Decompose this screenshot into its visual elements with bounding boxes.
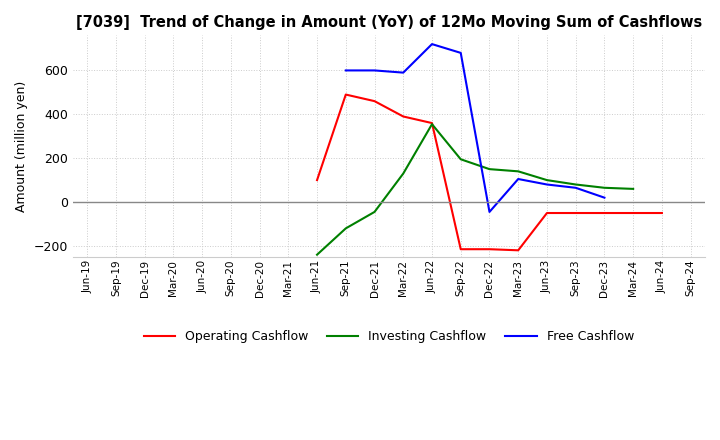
Operating Cashflow	[428, 121, 436, 126]
Investing Cashflow	[485, 166, 494, 172]
Investing Cashflow	[456, 157, 465, 162]
Free Cashflow	[543, 182, 552, 187]
Investing Cashflow	[312, 252, 321, 257]
Legend: Operating Cashflow, Investing Cashflow, Free Cashflow: Operating Cashflow, Investing Cashflow, …	[139, 325, 639, 348]
Investing Cashflow	[629, 186, 637, 191]
Free Cashflow	[456, 50, 465, 55]
Investing Cashflow	[341, 226, 350, 231]
Free Cashflow	[572, 185, 580, 191]
Free Cashflow	[600, 195, 608, 200]
Investing Cashflow	[600, 185, 608, 191]
Line: Free Cashflow: Free Cashflow	[346, 44, 604, 212]
Line: Investing Cashflow: Investing Cashflow	[317, 124, 633, 255]
Operating Cashflow	[543, 210, 552, 216]
Title: [7039]  Trend of Change in Amount (YoY) of 12Mo Moving Sum of Cashflows: [7039] Trend of Change in Amount (YoY) o…	[76, 15, 702, 30]
Operating Cashflow	[572, 210, 580, 216]
Free Cashflow	[370, 68, 379, 73]
Operating Cashflow	[341, 92, 350, 97]
Free Cashflow	[341, 68, 350, 73]
Operating Cashflow	[312, 177, 321, 183]
Operating Cashflow	[485, 246, 494, 252]
Operating Cashflow	[629, 210, 637, 216]
Investing Cashflow	[370, 209, 379, 215]
Operating Cashflow	[657, 210, 666, 216]
Operating Cashflow	[399, 114, 408, 119]
Operating Cashflow	[600, 210, 608, 216]
Y-axis label: Amount (million yen): Amount (million yen)	[15, 81, 28, 212]
Investing Cashflow	[572, 182, 580, 187]
Free Cashflow	[428, 41, 436, 47]
Investing Cashflow	[514, 169, 523, 174]
Operating Cashflow	[456, 246, 465, 252]
Free Cashflow	[485, 209, 494, 215]
Investing Cashflow	[399, 171, 408, 176]
Free Cashflow	[514, 176, 523, 182]
Operating Cashflow	[370, 99, 379, 104]
Operating Cashflow	[514, 248, 523, 253]
Line: Operating Cashflow: Operating Cashflow	[317, 95, 662, 250]
Free Cashflow	[399, 70, 408, 75]
Investing Cashflow	[428, 121, 436, 127]
Investing Cashflow	[543, 177, 552, 183]
